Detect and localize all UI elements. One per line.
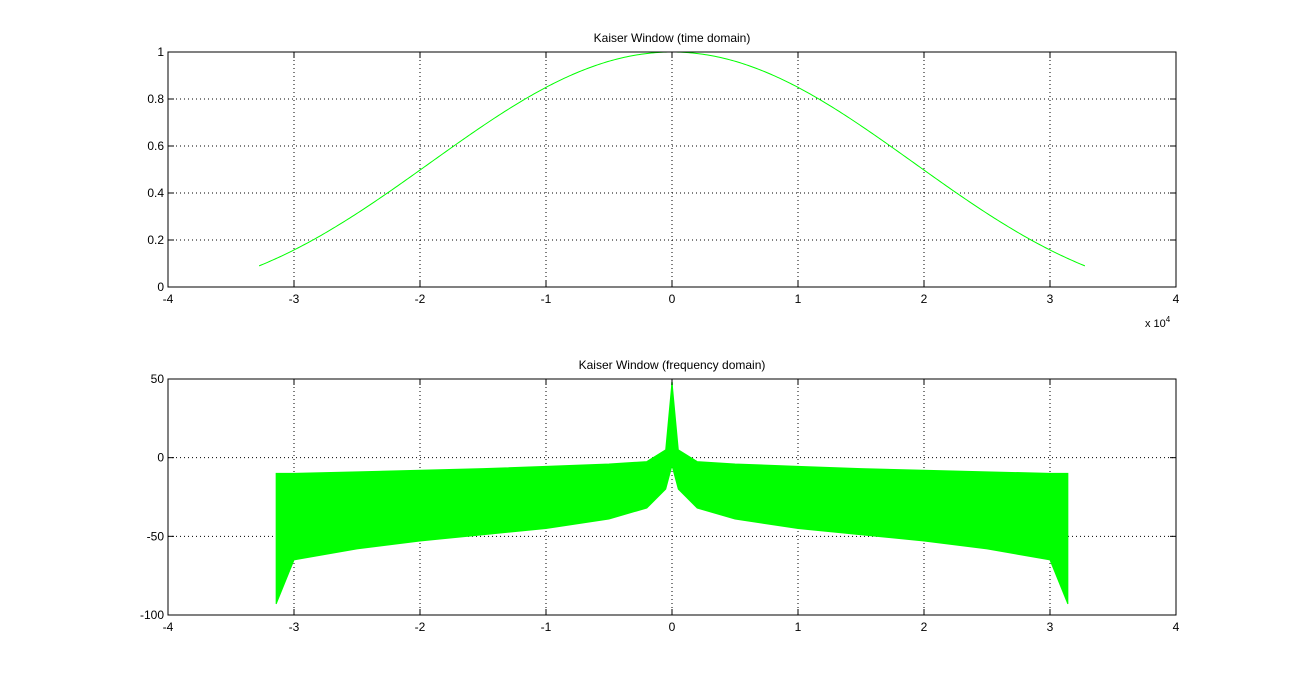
frequency-domain-x-tick-label: 3 [1047,620,1054,634]
frequency-domain-title: Kaiser Window (frequency domain) [579,358,766,372]
frequency-domain-y-tick-label: 0 [157,451,164,465]
frequency-domain-x-tick-label: -3 [289,620,300,634]
time-domain-grid [168,52,1176,287]
time-domain-x-tick-label: 2 [921,292,928,306]
time-domain-y-tick-labels: 0 0.2 0.4 0.6 0.8 1 [147,45,164,294]
time-domain-y-tick-label: 0.6 [147,139,164,153]
time-domain-x-tick-label: -2 [415,292,426,306]
frequency-domain-y-tick-label: -50 [147,529,165,543]
time-domain-y-tick-label: 1 [157,45,164,59]
frequency-domain-x-tick-label: -1 [541,620,552,634]
frequency-domain-plot [275,382,1069,605]
time-domain-title: Kaiser Window (time domain) [594,31,751,45]
time-domain-y-tick-label: 0 [157,280,164,294]
frequency-domain-x-tick-label: 4 [1173,620,1180,634]
frequency-domain-x-tick-label: -2 [415,620,426,634]
x-axis-multiplier-exponent: 4 [1166,315,1171,324]
frequency-domain-axes: Kaiser Window (frequency domain) -4 -3 -2-… [140,358,1180,634]
frequency-domain-y-tick-label: -100 [140,608,164,622]
time-domain-x-tick-label: 3 [1047,292,1054,306]
frequency-domain-x-tick-label: 1 [795,620,802,634]
time-domain-x-tick-labels: -4 -3 -2 -1 0 1 2 3 4 [163,292,1180,306]
time-domain-axes: Kaiser Window (time domain) -4 -3 -2 -1 0 1 2 3… [147,31,1179,330]
x-axis-multiplier-base: x 10 [1145,318,1166,330]
frequency-domain-x-tick-labels: -4 -3 -2 -1 0 1 2 3 4 [163,620,1180,634]
frequency-domain-x-tick-label: 2 [921,620,928,634]
frequency-domain-ticks [167,378,1177,616]
time-domain-x-tick-label: -3 [289,292,300,306]
time-domain-y-tick-label: 0.4 [147,186,164,200]
time-domain-x-tick-label: 1 [795,292,802,306]
frequency-domain-x-tick-label: 0 [669,620,676,634]
time-domain-ticks [167,51,1177,288]
time-domain-y-tick-label: 0.8 [147,92,164,106]
frequency-domain-y-tick-labels: -100 -50 0 50 [140,372,164,622]
x-axis-multiplier: x 104 [1145,315,1171,330]
frequency-domain-y-tick-label: 50 [151,372,165,386]
time-domain-x-tick-label: 4 [1173,292,1180,306]
time-domain-x-tick-label: 0 [669,292,676,306]
time-domain-x-tick-label: -1 [541,292,552,306]
time-domain-x-tick-label: -4 [163,292,174,306]
frequency-domain-x-tick-label: -4 [163,620,174,634]
time-domain-y-tick-label: 0.2 [147,233,164,247]
